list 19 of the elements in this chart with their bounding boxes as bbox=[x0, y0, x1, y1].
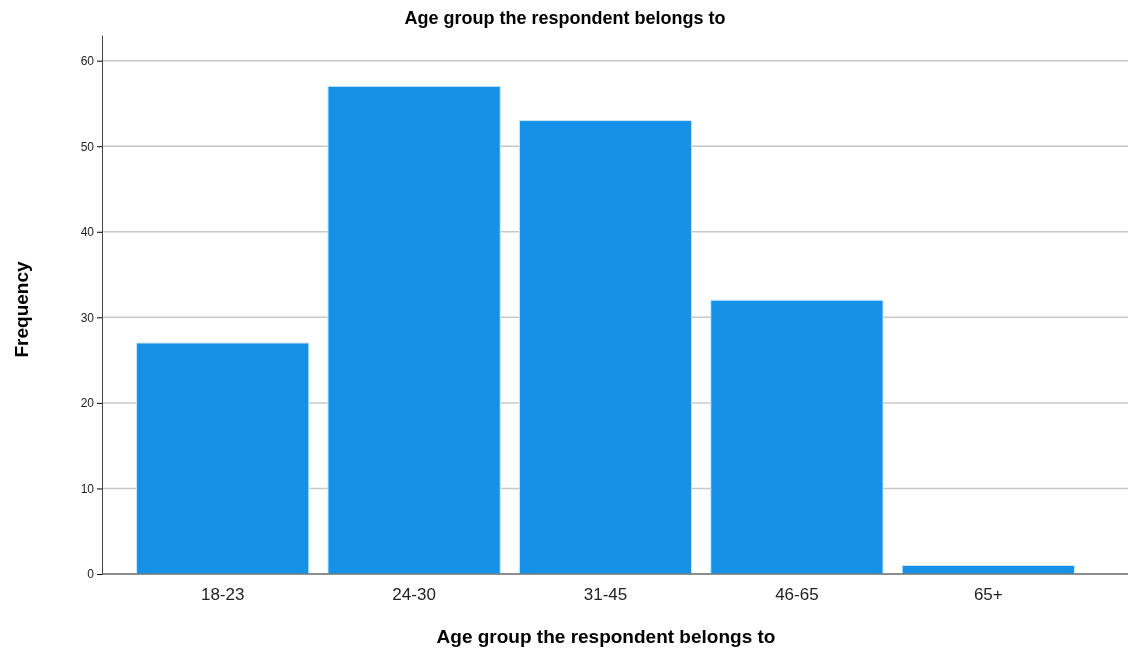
y-tick-label: 10 bbox=[80, 481, 95, 496]
x-tick-label: 24-30 bbox=[392, 585, 436, 605]
y-tick-label: 50 bbox=[80, 139, 95, 154]
y-tick-label: 40 bbox=[80, 225, 95, 240]
y-tick-label: 30 bbox=[80, 310, 95, 325]
bar bbox=[136, 342, 310, 575]
y-tick-label: 20 bbox=[80, 396, 95, 411]
x-tick-label: 31-45 bbox=[583, 585, 628, 605]
y-tick-label: 0 bbox=[87, 567, 95, 582]
x-axis-title: Age group the respondent belongs to bbox=[436, 626, 776, 647]
y-axis-title: Frequency bbox=[11, 261, 32, 358]
x-tick-label: 46-65 bbox=[775, 585, 819, 605]
bar bbox=[710, 299, 884, 575]
x-tick-label: 18-23 bbox=[200, 585, 245, 605]
chart-title: Age group the respondent belongs to bbox=[404, 8, 726, 28]
bar bbox=[327, 85, 501, 575]
bar bbox=[518, 120, 693, 575]
y-tick-label: 60 bbox=[80, 54, 95, 69]
x-tick-label: 65+ bbox=[973, 585, 1003, 605]
